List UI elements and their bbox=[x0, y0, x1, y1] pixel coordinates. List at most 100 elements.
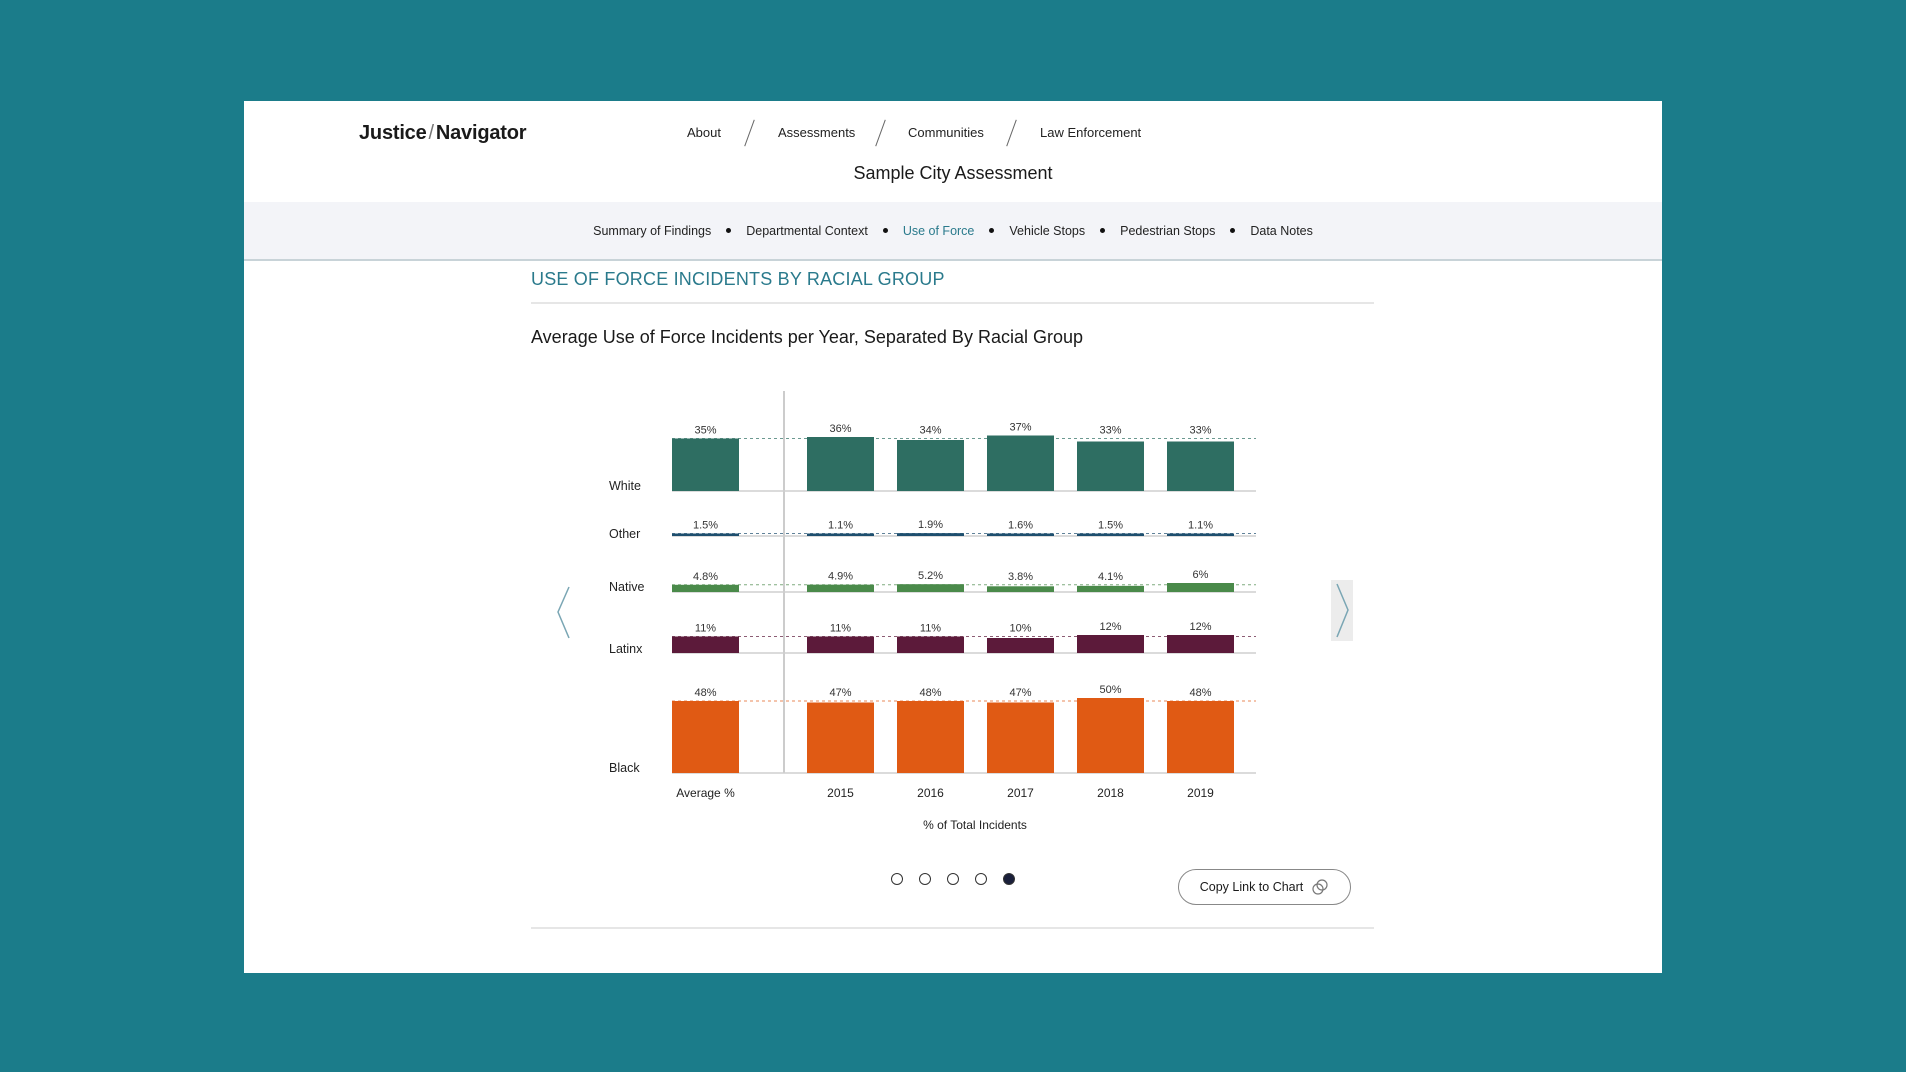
bar-chart: White 35% 36% 34% 37% 33% 33% Other 1.5% 1.1% 1.9%… bbox=[609, 391, 1256, 832]
bar-other-2017 bbox=[987, 533, 1054, 536]
bar-latinx-2019 bbox=[1167, 635, 1234, 653]
data-label: 33% bbox=[1099, 425, 1121, 437]
bar-black-2015 bbox=[807, 702, 874, 773]
bar-latinx-2018 bbox=[1077, 635, 1144, 653]
row-label-latinx: Latinx bbox=[609, 642, 643, 656]
subnav-summary-of-findings[interactable]: Summary of Findings bbox=[593, 223, 712, 238]
nav-about[interactable]: About bbox=[687, 125, 721, 140]
pagination-dot[interactable] bbox=[975, 873, 987, 885]
data-label: 5.2% bbox=[918, 570, 943, 582]
bar-other-2018 bbox=[1077, 533, 1144, 536]
data-label: 4.1% bbox=[1098, 571, 1123, 583]
bar-latinx-2016 bbox=[897, 636, 964, 653]
bar-black-Average % bbox=[672, 701, 739, 773]
data-label: 10% bbox=[1009, 623, 1031, 635]
logo-text-left: Justice bbox=[359, 122, 427, 144]
bar-other-Average % bbox=[672, 533, 739, 536]
x-tick-label: 2016 bbox=[917, 786, 944, 800]
chevron-left-icon bbox=[557, 586, 570, 639]
x-tick-label: 2019 bbox=[1187, 786, 1214, 800]
subnav-data-notes[interactable]: Data Notes bbox=[1250, 223, 1313, 238]
x-tick-label: Average % bbox=[676, 786, 735, 800]
data-label: 1.1% bbox=[828, 520, 853, 532]
bar-white-2015 bbox=[807, 437, 874, 491]
bar-black-2018 bbox=[1077, 698, 1144, 773]
subnav-pedestrian-stops[interactable]: Pedestrian Stops bbox=[1120, 223, 1216, 238]
data-label: 11% bbox=[920, 623, 941, 635]
logo[interactable]: Justice / Navigator bbox=[359, 122, 527, 145]
page-title: Sample City Assessment bbox=[853, 163, 1053, 183]
prev-slide-button[interactable] bbox=[555, 585, 573, 640]
bar-black-2016 bbox=[897, 701, 964, 773]
copy-link-button[interactable]: Copy Link to Chart bbox=[1178, 869, 1351, 905]
data-label: 47% bbox=[1009, 687, 1031, 699]
bar-other-2016 bbox=[897, 533, 964, 536]
data-label: 4.8% bbox=[693, 571, 718, 583]
bar-white-2017 bbox=[987, 435, 1054, 491]
data-label: 36% bbox=[829, 423, 851, 435]
data-label: 1.5% bbox=[1098, 520, 1123, 532]
row-label-white: White bbox=[609, 479, 641, 493]
bar-black-2019 bbox=[1167, 701, 1234, 773]
bar-native-2017 bbox=[987, 586, 1054, 592]
bar-native-2016 bbox=[897, 584, 964, 592]
row-label-black: Black bbox=[609, 761, 640, 775]
data-label: 11% bbox=[830, 623, 851, 635]
bar-white-2019 bbox=[1167, 441, 1234, 491]
copy-link-label: Copy Link to Chart bbox=[1199, 880, 1304, 894]
subnav-use-of-force[interactable]: Use of Force bbox=[902, 223, 975, 238]
data-label: 35% bbox=[694, 425, 716, 437]
separator-dot bbox=[1230, 228, 1236, 233]
divider bbox=[531, 302, 1374, 304]
data-label: 4.9% bbox=[828, 571, 853, 583]
separator-dot bbox=[1100, 228, 1106, 233]
bar-other-2015 bbox=[807, 533, 874, 536]
subnav-departmental-context[interactable]: Departmental Context bbox=[746, 223, 868, 238]
data-label: 1.1% bbox=[1188, 520, 1213, 532]
chevron-right-icon bbox=[1336, 583, 1349, 638]
bar-native-Average % bbox=[672, 584, 739, 592]
data-label: 12% bbox=[1189, 621, 1211, 633]
x-tick-label: 2015 bbox=[827, 786, 854, 800]
nav-law-enforcement[interactable]: Law Enforcement bbox=[1040, 125, 1142, 140]
data-label: 1.5% bbox=[693, 520, 718, 532]
nav-assessments[interactable]: Assessments bbox=[778, 125, 856, 140]
data-label: 48% bbox=[1189, 687, 1211, 699]
bar-white-Average % bbox=[672, 438, 739, 491]
logo-text-right: Navigator bbox=[435, 122, 527, 144]
separator-dot bbox=[726, 228, 732, 233]
x-axis-label: % of Total Incidents bbox=[923, 818, 1027, 832]
data-label: 47% bbox=[829, 687, 851, 699]
data-label: 33% bbox=[1189, 425, 1211, 437]
link-icon bbox=[1312, 879, 1328, 895]
x-tick-label: 2017 bbox=[1007, 786, 1034, 800]
data-label: 3.8% bbox=[1008, 571, 1033, 583]
bar-black-2017 bbox=[987, 702, 1054, 773]
data-label: 34% bbox=[919, 425, 941, 437]
bar-white-2018 bbox=[1077, 441, 1144, 491]
row-label-native: Native bbox=[609, 580, 644, 594]
x-tick-label: 2018 bbox=[1097, 786, 1124, 800]
page: Justice / Navigator About Assessments Comm… bbox=[244, 101, 1662, 973]
pagination-dot[interactable] bbox=[1003, 873, 1015, 885]
data-label: 11% bbox=[695, 623, 716, 635]
bar-white-2016 bbox=[897, 440, 964, 491]
data-label: 6% bbox=[1193, 569, 1209, 581]
bar-other-2019 bbox=[1167, 533, 1234, 536]
subnav-vehicle-stops[interactable]: Vehicle Stops bbox=[1009, 223, 1086, 238]
separator-dot bbox=[882, 228, 888, 233]
data-label: 12% bbox=[1099, 621, 1121, 633]
separator-dot bbox=[989, 228, 995, 233]
next-slide-button[interactable] bbox=[1331, 580, 1353, 641]
section-nav: Summary of Findings Departmental Context… bbox=[244, 202, 1662, 261]
chart-title: Average Use of Force Incidents per Year,… bbox=[531, 327, 1083, 347]
bar-native-2015 bbox=[807, 584, 874, 592]
logo-separator: / bbox=[428, 122, 435, 144]
data-label: 48% bbox=[919, 687, 941, 699]
nav-communities[interactable]: Communities bbox=[908, 125, 984, 140]
pagination-dot[interactable] bbox=[947, 873, 959, 885]
data-label: 1.6% bbox=[1008, 520, 1033, 532]
pagination-dot[interactable] bbox=[891, 873, 903, 885]
bar-latinx-Average % bbox=[672, 636, 739, 653]
pagination-dot[interactable] bbox=[919, 873, 931, 885]
